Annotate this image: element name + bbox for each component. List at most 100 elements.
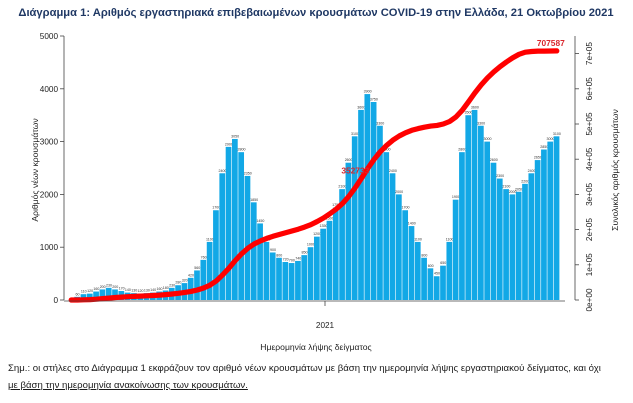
bar-value-label: 3050	[231, 134, 239, 138]
bar-value-label: 320	[182, 279, 188, 283]
bar	[320, 228, 327, 300]
y-tick-label: 3000	[40, 138, 59, 147]
y2-axis-label: Συνολικός αριθμός κρουσμάτων	[610, 109, 620, 231]
bar	[496, 178, 503, 300]
bar	[528, 173, 535, 300]
bar-value-label: 2100	[338, 185, 346, 189]
bar-value-label: 160	[93, 287, 99, 291]
bar	[547, 141, 554, 300]
bar-value-label: 2800	[237, 148, 245, 152]
bar	[112, 289, 118, 300]
bar	[396, 194, 402, 300]
bar-value-label: 120	[138, 289, 144, 293]
bar-value-label: 1500	[326, 216, 334, 220]
y2-tick-label: 3e+05	[585, 182, 594, 205]
bar	[219, 173, 226, 300]
footnote: Σημ.: οι στήλες στο Διάγραμμα 1 εκφράζου…	[8, 360, 628, 394]
y2-tick-label: 5e+05	[585, 112, 594, 135]
bar	[446, 241, 453, 300]
bar	[288, 263, 295, 300]
bar	[389, 173, 396, 300]
bar	[351, 136, 358, 300]
bar-value-label: 1100	[414, 237, 422, 241]
bar	[301, 255, 308, 300]
bar	[238, 152, 245, 300]
bar	[200, 259, 207, 300]
bar-value-label: 3600	[471, 105, 479, 109]
cumulative-annotation: 352733	[341, 166, 369, 176]
bar-value-label: 1000	[307, 243, 315, 247]
bar	[553, 136, 560, 300]
bar-value-label: 2800	[383, 148, 391, 152]
y2-tick-label: 2e+05	[585, 218, 594, 241]
bar-value-label: 140	[150, 288, 156, 292]
bar	[326, 220, 333, 300]
bar-value-label: 3750	[370, 98, 378, 102]
bar-value-label: 2400	[528, 169, 536, 173]
bar-value-label: 1850	[250, 198, 258, 202]
bar-value-label: 200	[100, 285, 106, 289]
bar-value-label: 1900	[452, 195, 460, 199]
bar-value-label: 850	[302, 251, 308, 255]
bar	[421, 257, 427, 300]
bar-value-label: 3000	[547, 137, 555, 141]
bar-value-label: 280	[175, 281, 181, 285]
y2-tick-label: 7e+05	[585, 42, 594, 65]
bar	[257, 223, 263, 300]
bar-value-label: 160	[156, 287, 162, 291]
bar-value-label: 120	[87, 289, 93, 293]
bar	[269, 252, 276, 300]
bar	[105, 287, 112, 300]
bar	[534, 160, 541, 300]
bar-value-label: 2600	[490, 158, 498, 162]
bar-value-label: 3100	[351, 132, 359, 136]
bar	[213, 210, 219, 300]
bar-value-label: 1700	[212, 206, 220, 210]
y2-tick-label: 0e+00	[585, 288, 594, 311]
bar-value-label: 2600	[345, 158, 353, 162]
bar-value-label: 130	[144, 289, 150, 293]
bar	[515, 191, 522, 300]
bar	[465, 115, 472, 300]
footnote-line-2: με βάση την ημερομηνία ανακοίνωσης των κ…	[8, 380, 248, 391]
bar-value-label: 230	[106, 283, 112, 287]
bar-value-label: 130	[131, 289, 137, 293]
bar	[459, 152, 465, 300]
annotations: 352733 707587	[341, 38, 565, 176]
bar-value-label: 110	[81, 290, 87, 294]
chart-title: Διάγραμμα 1: Αριθμός εργαστηριακά επιβεβ…	[18, 7, 613, 19]
bar-value-label: 1450	[256, 219, 264, 223]
bar-value-label: 2300	[496, 174, 504, 178]
y-axis-label: Αριθμός νέων κρουσμάτων	[30, 118, 40, 221]
bar	[295, 260, 301, 300]
bar-value-label: 740	[295, 256, 301, 260]
bar	[314, 236, 320, 300]
bar	[509, 194, 516, 300]
bar	[232, 138, 238, 300]
x-axis-label: Ημερομηνία λήψης δείγματος	[260, 342, 371, 352]
bar-value-label: 180	[163, 286, 169, 290]
bar	[263, 241, 270, 300]
cumulative-line	[68, 48, 560, 303]
bar-value-label: 3500	[465, 111, 473, 115]
cumulative-series	[68, 48, 560, 303]
bar	[433, 276, 440, 300]
bar	[99, 289, 106, 300]
bar	[80, 294, 87, 300]
y-tick-label: 2000	[40, 190, 59, 199]
bar	[307, 247, 314, 300]
bar-value-label: 3600	[357, 105, 365, 109]
bar-value-label: 3100	[553, 132, 561, 136]
bar-value-label: 2000	[395, 190, 403, 194]
y-axis: 0 1000 2000 3000 4000 5000	[40, 32, 65, 305]
bar-value-label: 3000	[483, 137, 491, 141]
bar	[345, 162, 352, 300]
bar	[225, 146, 232, 300]
bar-value-label: 650	[440, 261, 446, 265]
bar-value-label: 3300	[477, 121, 485, 125]
y2-tick-label: 6e+05	[585, 77, 594, 100]
bar-value-label: 2350	[244, 171, 252, 175]
bar-value-label: 1750	[332, 203, 340, 207]
